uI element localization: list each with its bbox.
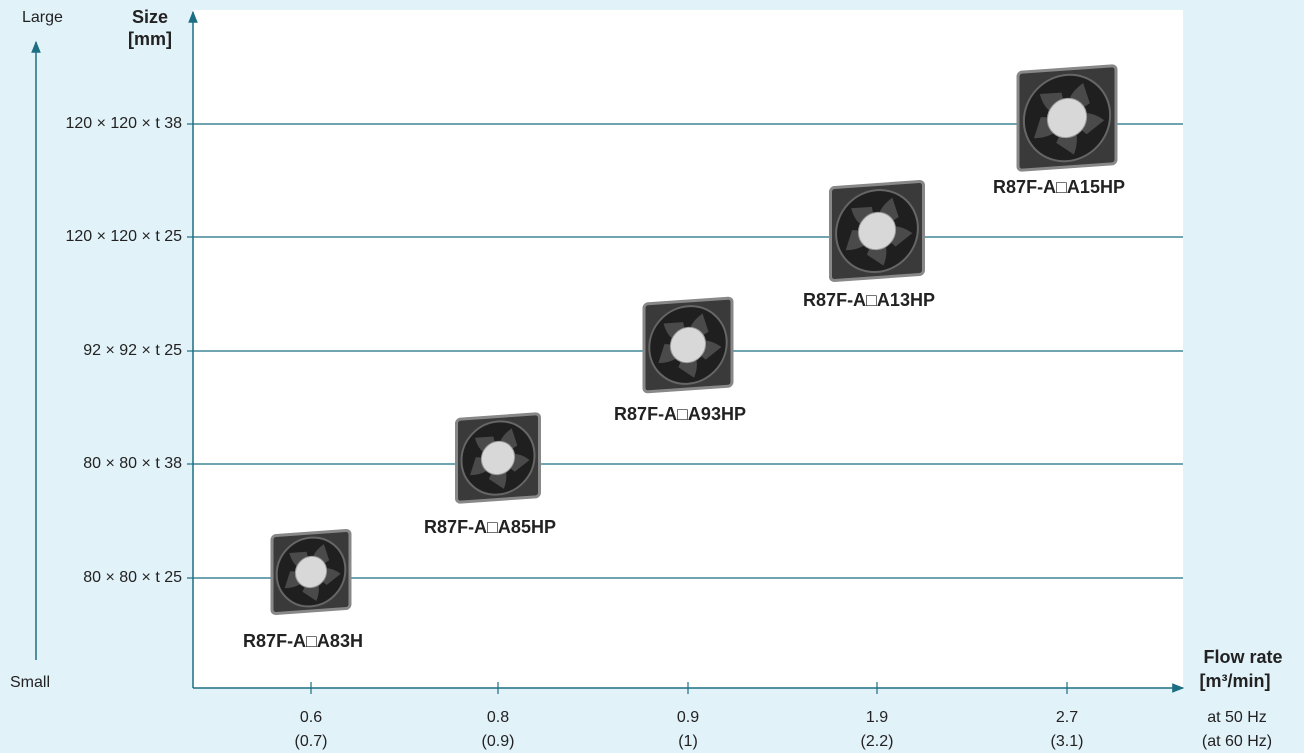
- product-label: R87F-A□A85HP: [424, 517, 556, 537]
- y-tick-label: 120 × 120 × t 38: [65, 115, 182, 132]
- x-tick-label-60hz: (2.2): [861, 733, 894, 750]
- y-tick-label: 92 × 92 × t 25: [83, 342, 182, 359]
- product-label: R87F-A□A83H: [243, 631, 363, 651]
- x-tick-label-60hz: (0.7): [295, 733, 328, 750]
- x-row-50hz: at 50 Hz: [1207, 709, 1267, 726]
- x-tick-label: 0.9: [677, 709, 699, 726]
- y-title: Size: [132, 7, 168, 27]
- fan-image: [1018, 66, 1116, 171]
- fan-image: [272, 530, 350, 613]
- x-tick-label: 2.7: [1056, 709, 1078, 726]
- x-tick-label: 0.8: [487, 709, 509, 726]
- y-tick-label: 80 × 80 × t 38: [83, 455, 182, 472]
- x-tick-label-60hz: (0.9): [482, 733, 515, 750]
- x-unit: [m³/min]: [1200, 671, 1271, 691]
- product-label: R87F-A□A13HP: [803, 290, 935, 310]
- small-label: Small: [10, 674, 50, 691]
- x-tick-label-60hz: (1): [678, 733, 698, 750]
- chart: Large Small Size [mm] Flow rate [m³/min]…: [0, 0, 1304, 753]
- x-tick-label: 0.6: [300, 709, 322, 726]
- x-tick-label: 1.9: [866, 709, 888, 726]
- x-row-60hz: (at 60 Hz): [1202, 733, 1272, 750]
- fan-image: [831, 181, 924, 281]
- fan-image: [457, 414, 540, 503]
- y-tick-label: 120 × 120 × t 25: [65, 228, 182, 245]
- y-unit: [mm]: [128, 29, 172, 49]
- y-tick-label: 80 × 80 × t 25: [83, 569, 182, 586]
- product-label: R87F-A□A15HP: [993, 177, 1125, 197]
- x-title: Flow rate: [1203, 647, 1282, 667]
- x-tick-label-60hz: (3.1): [1051, 733, 1084, 750]
- fan-image: [644, 298, 732, 392]
- large-label: Large: [22, 9, 63, 26]
- product-label: R87F-A□A93HP: [614, 404, 746, 424]
